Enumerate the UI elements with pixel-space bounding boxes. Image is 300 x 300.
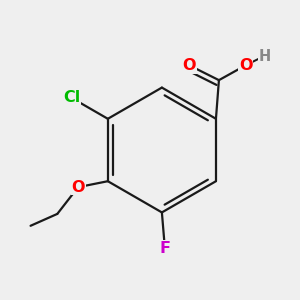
Text: O: O: [239, 58, 252, 73]
Text: H: H: [259, 49, 271, 64]
Text: F: F: [159, 241, 170, 256]
Text: O: O: [71, 180, 85, 195]
Text: Cl: Cl: [63, 91, 80, 106]
Text: O: O: [182, 58, 196, 73]
